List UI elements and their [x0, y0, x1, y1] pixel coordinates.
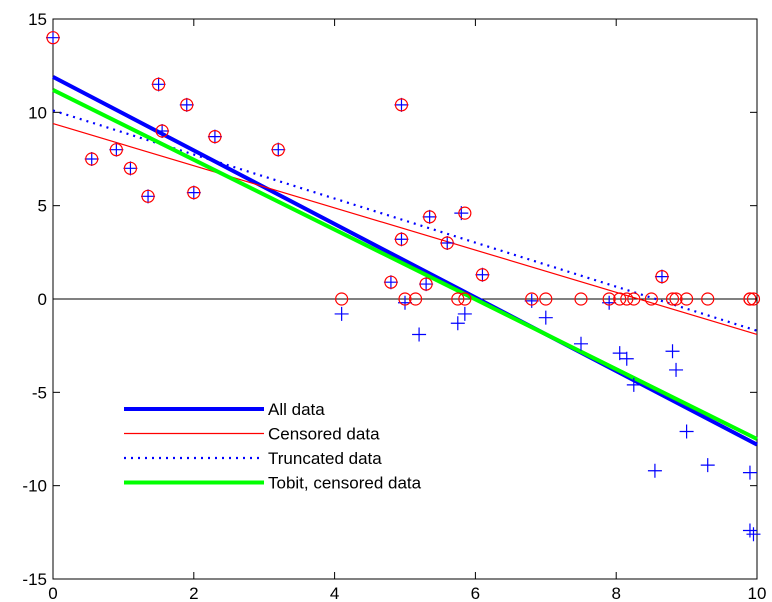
plus-point — [654, 269, 669, 284]
plus-point — [647, 463, 662, 478]
circle-point — [746, 292, 761, 306]
circle-point — [152, 77, 166, 91]
plus-point — [141, 189, 156, 204]
circle-point — [46, 31, 60, 45]
plus-point — [412, 327, 427, 342]
plus-point — [394, 232, 409, 247]
plus-point — [619, 351, 634, 366]
plus-point — [538, 310, 553, 325]
plus-point — [574, 336, 588, 351]
legend-label-0: All data — [268, 400, 325, 419]
circle-point — [655, 270, 669, 284]
fit-line-0 — [52, 75, 758, 447]
legend-label-3: Tobit, censored data — [268, 474, 422, 493]
fit-line-3 — [52, 88, 758, 441]
circle-point — [665, 292, 680, 306]
circle-point — [155, 124, 169, 138]
plus-point — [84, 152, 99, 166]
circle-point — [669, 292, 683, 306]
circle-point — [574, 292, 588, 306]
plus-point — [419, 277, 434, 292]
y-tick-label: -5 — [32, 383, 47, 402]
plus-point — [450, 316, 465, 331]
circle-point — [613, 292, 627, 306]
circle-point — [419, 277, 433, 291]
y-tick-label: -15 — [22, 570, 47, 589]
y-tick-label: 10 — [28, 103, 47, 122]
points-group — [46, 30, 761, 542]
plus-point — [700, 458, 715, 473]
plus-point — [679, 424, 694, 439]
circle-point — [85, 152, 99, 166]
circle-point — [394, 232, 409, 246]
circle-point — [394, 98, 409, 112]
plus-point — [334, 306, 349, 321]
circle-point — [679, 292, 694, 306]
plus-point — [394, 97, 409, 112]
axes-group: 0 2 4 6 8 10 -15 -10 -5 0 5 10 15 — [22, 10, 766, 602]
plus-point — [123, 161, 138, 176]
y-tick-label: -10 — [22, 477, 47, 496]
circle-point — [620, 292, 634, 306]
plus-point — [665, 344, 680, 359]
plus-point — [271, 142, 286, 157]
circle-point — [475, 268, 490, 282]
plus-point — [383, 275, 398, 290]
plus-point — [109, 142, 124, 157]
circle-point — [525, 292, 539, 306]
plus-point — [626, 377, 641, 392]
x-tick-label: 6 — [471, 584, 480, 602]
plus-point — [746, 527, 761, 542]
circle-point — [701, 292, 715, 306]
legend: All data Censored data Truncated data Tobit… — [124, 400, 422, 493]
plus-point — [155, 124, 170, 138]
plus-point — [742, 465, 757, 480]
plus-point — [457, 306, 472, 321]
circle-point — [451, 292, 465, 306]
plus-point — [475, 267, 490, 282]
circle-point — [123, 161, 138, 175]
x-tick-label: 4 — [330, 584, 339, 602]
y-tick-label: 0 — [38, 290, 47, 309]
y-tick-label: 5 — [38, 197, 47, 216]
circle-point — [458, 206, 472, 220]
circle-point — [539, 292, 553, 306]
circle-point — [398, 292, 412, 306]
circle-point — [644, 292, 659, 306]
circle-point — [208, 130, 222, 144]
plus-point — [422, 209, 437, 224]
plus-point — [612, 346, 627, 361]
x-tick-label: 0 — [48, 584, 57, 602]
circle-point — [271, 143, 285, 157]
circle-point — [187, 186, 201, 200]
plus-point — [669, 362, 684, 377]
plus-point — [151, 77, 166, 92]
x-tick-label: 2 — [189, 584, 198, 602]
circle-point — [141, 189, 155, 203]
circle-point — [440, 236, 454, 250]
plus-point — [179, 97, 194, 112]
y-tick-label: 15 — [28, 10, 47, 29]
circle-point — [408, 292, 423, 306]
circle-point — [180, 98, 194, 112]
x-tick-label: 10 — [748, 584, 767, 602]
plus-point — [207, 129, 222, 144]
circle-point — [384, 275, 398, 289]
legend-label-2: Truncated data — [268, 449, 382, 468]
plus-point — [742, 523, 757, 538]
circle-point — [458, 292, 472, 306]
plus-point — [440, 236, 455, 250]
x-tick-label: 8 — [611, 584, 620, 602]
circle-point — [335, 292, 349, 306]
circle-point — [602, 292, 616, 306]
plus-point — [186, 185, 201, 200]
legend-label-1: Censored data — [268, 425, 380, 444]
circle-point — [109, 143, 123, 157]
circle-point — [627, 292, 641, 306]
circle-point — [423, 210, 437, 224]
plus-point — [46, 30, 60, 45]
